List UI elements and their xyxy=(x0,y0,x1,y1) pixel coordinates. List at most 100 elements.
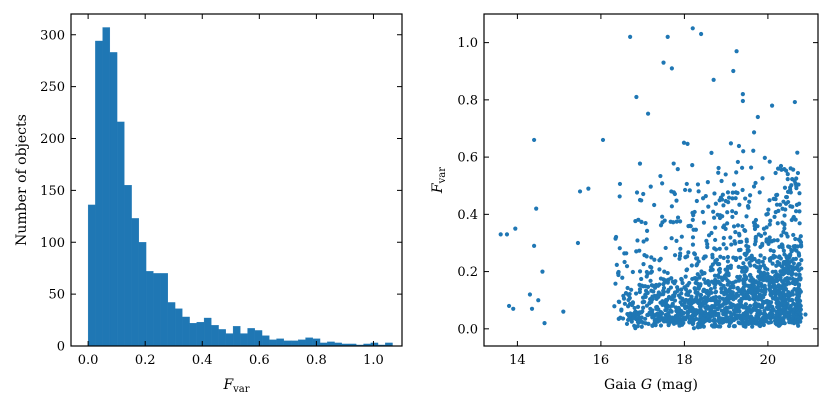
scatter-point xyxy=(736,278,742,283)
scatter-point xyxy=(739,321,744,326)
scatter-point xyxy=(639,219,644,224)
scatter-point xyxy=(536,298,541,303)
scatter-point xyxy=(720,303,725,308)
scatter-point xyxy=(746,321,751,326)
scatter-point xyxy=(733,196,738,201)
scatter-point xyxy=(752,226,758,232)
scatter-point xyxy=(683,274,688,279)
scatter-y-tick-label: 0.0 xyxy=(457,322,478,337)
scatter-point xyxy=(639,276,644,282)
scatter-point xyxy=(713,201,718,206)
scatter-point xyxy=(719,286,724,291)
scatter-point xyxy=(701,299,707,304)
histogram-bar xyxy=(116,121,125,347)
histogram-bar xyxy=(124,185,132,347)
histogram-bar xyxy=(174,308,183,347)
scatter-point xyxy=(635,238,640,243)
histogram-bar xyxy=(232,326,241,347)
scatter-point xyxy=(725,210,730,215)
scatter-point xyxy=(687,188,692,193)
scatter-point xyxy=(736,248,742,253)
scatter-point xyxy=(629,302,635,308)
scatter-point xyxy=(626,297,631,303)
scatter-point xyxy=(723,267,728,272)
histogram-y-tick-label: 200 xyxy=(40,132,65,147)
scatter-point xyxy=(498,232,503,237)
scatter-point xyxy=(772,318,778,323)
scatter-point xyxy=(665,34,670,40)
scatter-point xyxy=(758,253,763,258)
scatter-point xyxy=(710,255,715,260)
scatter-x-tick-label: 16 xyxy=(593,353,610,368)
histogram-bar xyxy=(269,339,277,347)
scatter-point xyxy=(634,94,639,100)
scatter-point xyxy=(658,323,664,328)
scatter-point xyxy=(676,293,682,298)
scatter-point xyxy=(704,238,709,243)
scatter-point xyxy=(717,261,722,267)
scatter-point xyxy=(749,288,754,293)
scatter-point xyxy=(795,170,801,176)
scatter-point xyxy=(715,212,720,217)
scatter-point xyxy=(739,239,744,244)
scatter-point xyxy=(721,235,726,241)
scatter-point xyxy=(756,280,762,285)
scatter-point xyxy=(768,319,774,325)
histogram-bar xyxy=(261,335,270,347)
scatter-point xyxy=(619,307,624,312)
scatter-point xyxy=(700,316,706,322)
scatter-point xyxy=(784,254,789,259)
scatter-point xyxy=(797,298,803,304)
scatter-point xyxy=(775,166,781,171)
scatter-point xyxy=(770,312,775,317)
scatter-y-axis-label-subscript: var xyxy=(437,167,448,185)
scatter-point xyxy=(691,213,696,218)
scatter-point xyxy=(717,269,722,275)
scatter-point xyxy=(758,323,763,329)
scatter-x-tick-label: 20 xyxy=(760,353,777,368)
scatter-point xyxy=(712,324,717,329)
histogram-bar xyxy=(298,339,306,347)
scatter-point xyxy=(756,309,761,314)
scatter-point xyxy=(713,258,718,264)
scatter-point xyxy=(710,313,716,318)
scatter-point xyxy=(760,259,765,264)
scatter-point xyxy=(719,178,724,184)
scatter-y-ticks: 0.0 0.2 0.4 0.6 0.8 1.0 xyxy=(457,36,818,337)
scatter-point xyxy=(743,252,748,258)
scatter-point xyxy=(768,293,774,298)
scatter-point xyxy=(685,141,690,146)
histogram-y-axis-label: Number of objects xyxy=(14,114,30,246)
scatter-point xyxy=(717,246,722,251)
scatter-point xyxy=(788,306,794,311)
scatter-point xyxy=(729,305,734,310)
scatter-point xyxy=(727,280,732,285)
histogram-bar xyxy=(95,40,103,347)
scatter-point xyxy=(658,276,664,281)
scatter-point xyxy=(789,272,794,277)
scatter-point xyxy=(747,199,752,204)
scatter-point xyxy=(783,207,788,212)
scatter-point xyxy=(664,298,669,303)
scatter-point xyxy=(751,130,757,135)
scatter-point xyxy=(675,215,681,220)
scatter-point xyxy=(600,137,606,143)
histogram-bar xyxy=(131,218,140,347)
scatter-point xyxy=(690,235,696,240)
scatter-point xyxy=(708,286,714,292)
scatter-point xyxy=(726,300,731,305)
scatter-point xyxy=(744,214,749,219)
scatter-point xyxy=(618,315,623,320)
histogram-x-tick-label: 0.6 xyxy=(249,353,270,368)
scatter-point xyxy=(713,296,718,301)
scatter-point xyxy=(728,141,734,146)
scatter-point xyxy=(638,317,643,322)
scatter-point xyxy=(782,185,788,190)
scatter-point xyxy=(622,301,627,306)
histogram-bar xyxy=(290,340,299,347)
scatter-point xyxy=(639,324,644,329)
scatter-point xyxy=(698,314,703,319)
histogram-bar xyxy=(102,27,111,347)
scatter-point xyxy=(737,231,742,236)
scatter-point xyxy=(717,295,722,300)
